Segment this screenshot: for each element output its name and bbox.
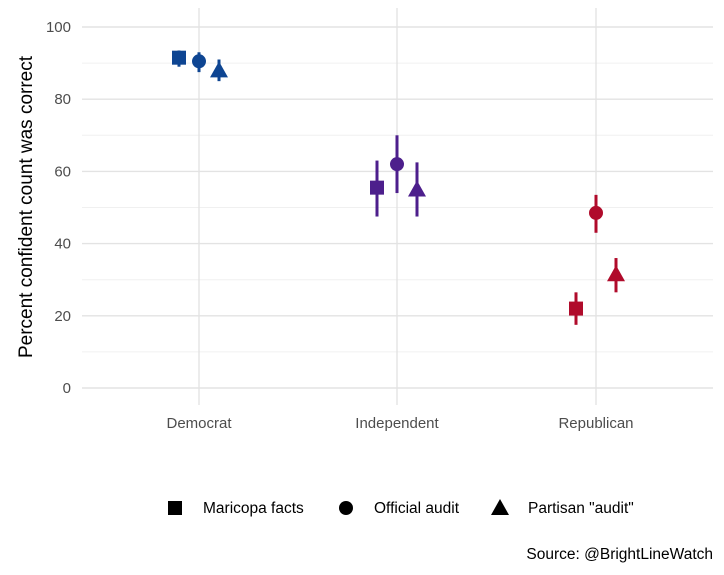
legend-key-square bbox=[168, 501, 182, 515]
x-tick-labels: Democrat Independent Republican bbox=[166, 415, 633, 432]
legend-key-circle bbox=[339, 501, 353, 515]
point-square-republican bbox=[569, 301, 583, 316]
point-triangle-democrat bbox=[210, 61, 228, 78]
legend-label: Official audit bbox=[374, 500, 460, 517]
point-circle-republican bbox=[589, 205, 603, 220]
y-tick-labels: 0 20 40 60 80 100 bbox=[46, 19, 71, 397]
legend: Maricopa facts Official audit Partisan "au… bbox=[168, 499, 634, 517]
y-tick-label: 20 bbox=[54, 308, 71, 325]
point-circle-independent bbox=[390, 157, 404, 172]
grid bbox=[82, 8, 713, 405]
y-tick-label: 0 bbox=[63, 380, 71, 397]
point-square-independent bbox=[370, 180, 384, 195]
legend-key-triangle bbox=[491, 499, 509, 515]
legend-label: Maricopa facts bbox=[203, 500, 304, 517]
x-tick-label: Republican bbox=[558, 415, 633, 432]
source-caption: Source: @BrightLineWatch bbox=[526, 546, 713, 563]
x-tick-label: Independent bbox=[355, 415, 439, 432]
point-square-democrat bbox=[172, 50, 186, 65]
point-circle-democrat bbox=[192, 54, 206, 69]
x-tick-label: Democrat bbox=[166, 415, 232, 432]
point-triangle-independent bbox=[408, 180, 426, 197]
legend-label: Partisan "audit" bbox=[528, 500, 634, 517]
y-tick-label: 60 bbox=[54, 163, 71, 180]
y-axis-title: Percent confident count was correct bbox=[16, 55, 37, 358]
point-triangle-republican bbox=[607, 265, 625, 282]
y-tick-label: 100 bbox=[46, 19, 71, 36]
y-tick-label: 80 bbox=[54, 91, 71, 108]
y-tick-label: 40 bbox=[54, 236, 71, 253]
data-points bbox=[172, 50, 625, 316]
